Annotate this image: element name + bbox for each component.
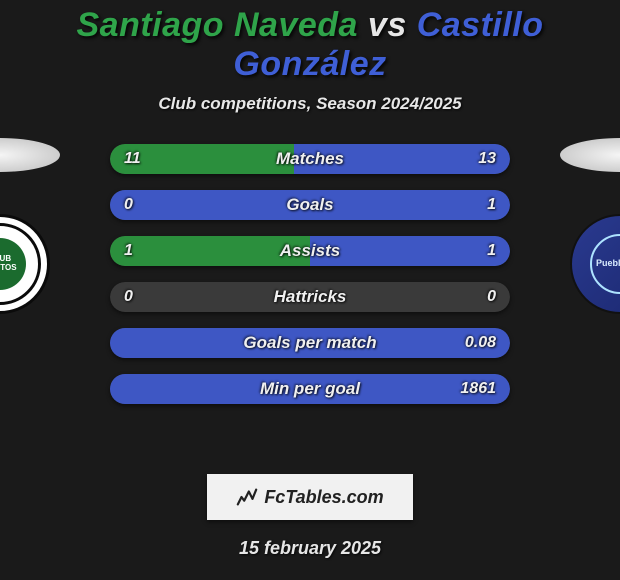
stat-row: Goals per match 0.08 [110,328,510,358]
stat-row: Assists 1 1 [110,236,510,266]
stat-row: Min per goal 1861 [110,374,510,404]
stat-label: Assists [280,241,340,261]
stat-row: Matches 11 13 [110,144,510,174]
date-line: 15 february 2025 [0,538,620,559]
stat-value-left: 0 [124,196,133,214]
stat-value-right: 13 [478,150,496,168]
stat-row: Goals 0 1 [110,190,510,220]
club-badge-puebla-inner: Puebla F.C. [590,234,620,294]
brand-text: FcTables.com [264,487,383,508]
avatar-placeholder-right [560,138,620,172]
club-badge-santos-icon: CLUB SANTOS [0,214,50,314]
stat-label: Matches [276,149,344,169]
stat-label: Goals [286,195,333,215]
player-left-name: Santiago Naveda [76,6,357,44]
page-title: Santiago Naveda vs Castillo González [0,0,620,84]
stat-value-left: 1 [124,242,133,260]
brand-pill: FcTables.com [207,474,413,520]
stat-label: Min per goal [260,379,360,399]
stat-label: Goals per match [243,333,376,353]
avatar-placeholder-left [0,138,60,172]
stat-value-left: 0 [124,288,133,306]
comparison-arena: CLUB SANTOS Puebla F.C. Matches1113Goals… [0,144,620,444]
stat-value-right: 0 [487,288,496,306]
stat-row: Hattricks 0 0 [110,282,510,312]
club-badge-santos-inner: CLUB SANTOS [0,238,26,290]
stat-value-right: 0.08 [465,334,496,352]
stat-label: Hattricks [274,287,347,307]
stat-value-left: 11 [124,150,141,168]
vs-separator: vs [368,6,407,44]
stats-list: Matches1113Goals01Assists11Hattricks00Go… [110,144,510,420]
club-badge-puebla-icon: Puebla F.C. [570,214,620,314]
fctables-logo-icon [236,486,258,508]
stat-value-right: 1861 [460,380,496,398]
stat-value-right: 1 [487,196,496,214]
subtitle: Club competitions, Season 2024/2025 [0,94,620,114]
stat-value-right: 1 [487,242,496,260]
